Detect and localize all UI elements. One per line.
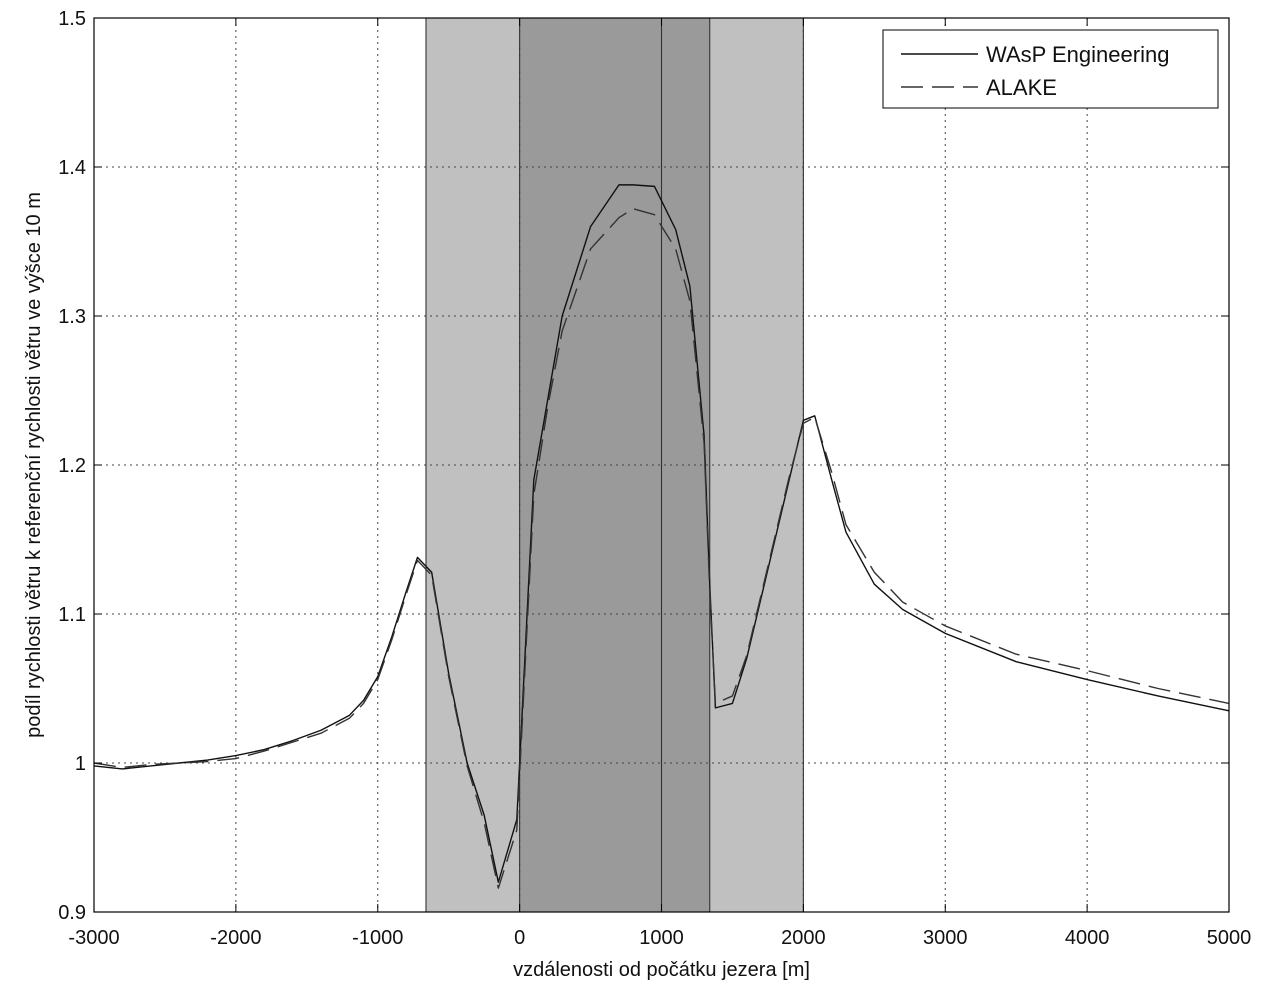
tick-labels: -3000 -2000 -1000 0 1000 2000 3000 4000 5000 0.9 1… [58, 8, 1251, 949]
series-line-wasp-engineering [93, 184, 1230, 883]
y-tick-label-4: 1.3 [58, 306, 86, 328]
x-tick-label-8: 5000 [1207, 927, 1252, 949]
x-axis-label: vzdálenosti od počátku jezera [m] [513, 959, 810, 981]
y-tick-label-0: 0.9 [58, 902, 86, 924]
axis-ticks [93, 17, 1230, 913]
shaded-regions [425, 18, 804, 912]
x-tick-label-3: 0 [514, 927, 525, 949]
legend-entry-1: ALAKE [986, 75, 1057, 100]
y-tick-label-2: 1.1 [58, 604, 86, 626]
y-axis-label: podíl rychlosti větru k referenční rychl… [23, 192, 45, 738]
x-tick-label-2: -1000 [352, 927, 403, 949]
y-tick-label-3: 1.2 [58, 455, 86, 477]
x-tick-label-0: -3000 [68, 927, 119, 949]
legend: WAsP Engineering ALAKE [882, 29, 1219, 109]
x-tick-label-7: 4000 [1065, 927, 1110, 949]
x-tick-label-1: -2000 [210, 927, 261, 949]
shaded-region-1 [519, 18, 710, 912]
y-tick-label-5: 1.4 [58, 157, 86, 179]
series-line-alake [93, 208, 1230, 889]
legend-box [882, 29, 1219, 109]
y-tick-label-6: 1.5 [58, 8, 86, 30]
y-tick-label-1: 1 [75, 753, 86, 775]
legend-entry-0: WAsP Engineering [986, 42, 1169, 67]
x-tick-label-4: 1000 [639, 927, 684, 949]
x-tick-label-5: 2000 [781, 927, 826, 949]
x-tick-label-6: 3000 [923, 927, 968, 949]
series-group [93, 184, 1230, 889]
